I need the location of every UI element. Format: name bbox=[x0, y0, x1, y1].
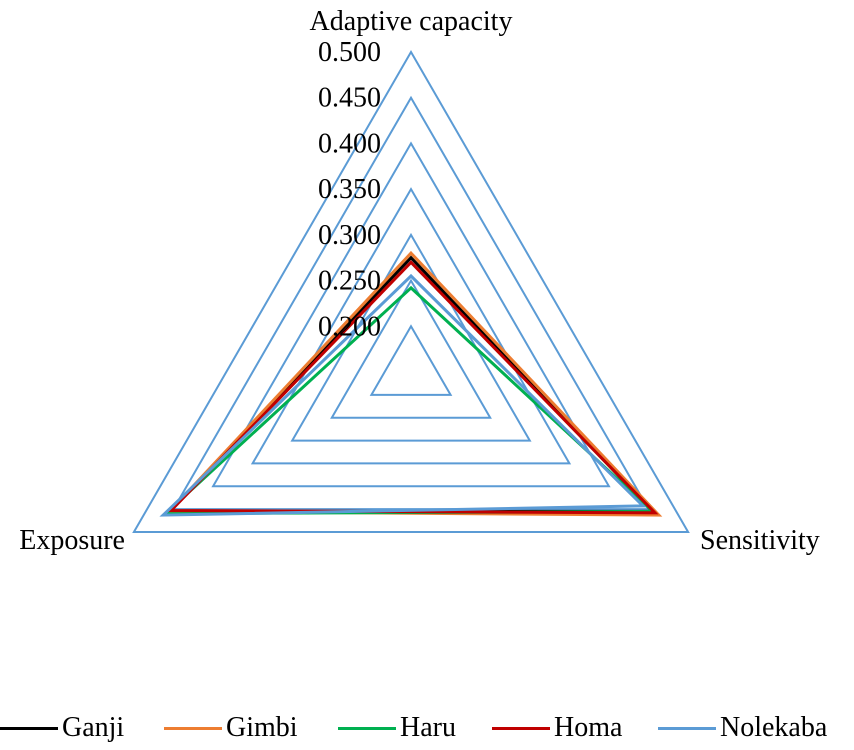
legend-label-gimbi: Gimbi bbox=[226, 712, 298, 743]
grid-ring-5 bbox=[330, 278, 492, 419]
series-ganji bbox=[166, 255, 656, 513]
grid-ring-2 bbox=[211, 141, 611, 488]
tick-label: 0.450 bbox=[318, 83, 381, 114]
radar-chart: 0.500 0.450 0.400 0.350 0.300 0.250 0.200 Adap… bbox=[19, 6, 820, 556]
grid-ring-0 bbox=[132, 49, 690, 533]
legend-swatch-nolekaba bbox=[658, 726, 716, 730]
grid-ring-4 bbox=[290, 232, 532, 442]
axis-label-adaptive-capacity: Adaptive capacity bbox=[310, 6, 513, 37]
axis-label-sensitivity: Sensitivity bbox=[700, 525, 820, 556]
tick-label: 0.400 bbox=[318, 128, 381, 159]
legend-item-ganji: Ganji bbox=[0, 708, 124, 748]
legend-swatch-haru bbox=[338, 726, 396, 730]
radar-tick-labels: 0.500 0.450 0.400 0.350 0.300 0.250 0.200 bbox=[318, 37, 381, 342]
legend-label-nolekaba: Nolekaba bbox=[720, 712, 828, 743]
grid-ring-6 bbox=[369, 324, 453, 396]
legend-label-haru: Haru bbox=[400, 712, 456, 743]
tick-label: 0.350 bbox=[318, 174, 381, 205]
radar-grid bbox=[132, 49, 690, 533]
legend-item-gimbi: Gimbi bbox=[164, 708, 298, 748]
tick-label: 0.500 bbox=[318, 37, 381, 68]
axis-label-exposure: Exposure bbox=[19, 525, 125, 556]
legend-swatch-ganji bbox=[0, 726, 58, 730]
legend-label-ganji: Ganji bbox=[62, 712, 125, 743]
legend-label-homa: Homa bbox=[554, 712, 623, 743]
radar-series bbox=[159, 250, 663, 517]
tick-label: 0.300 bbox=[318, 220, 381, 251]
legend-item-haru: Haru bbox=[338, 708, 456, 748]
grid-ring-1 bbox=[171, 95, 651, 511]
tick-label: 0.250 bbox=[318, 266, 381, 297]
tick-label: 0.200 bbox=[318, 311, 381, 342]
grid-ring-3 bbox=[250, 187, 572, 465]
legend-item-homa: Homa bbox=[492, 708, 622, 748]
legend-swatch-gimbi bbox=[164, 726, 222, 730]
legend-swatch-homa bbox=[492, 726, 550, 730]
legend: Ganji Gimbi Haru Homa Nolekaba bbox=[0, 708, 854, 748]
series-haru bbox=[161, 285, 657, 516]
series-nolekaba bbox=[159, 273, 647, 517]
legend-item-nolekaba: Nolekaba bbox=[658, 708, 827, 748]
